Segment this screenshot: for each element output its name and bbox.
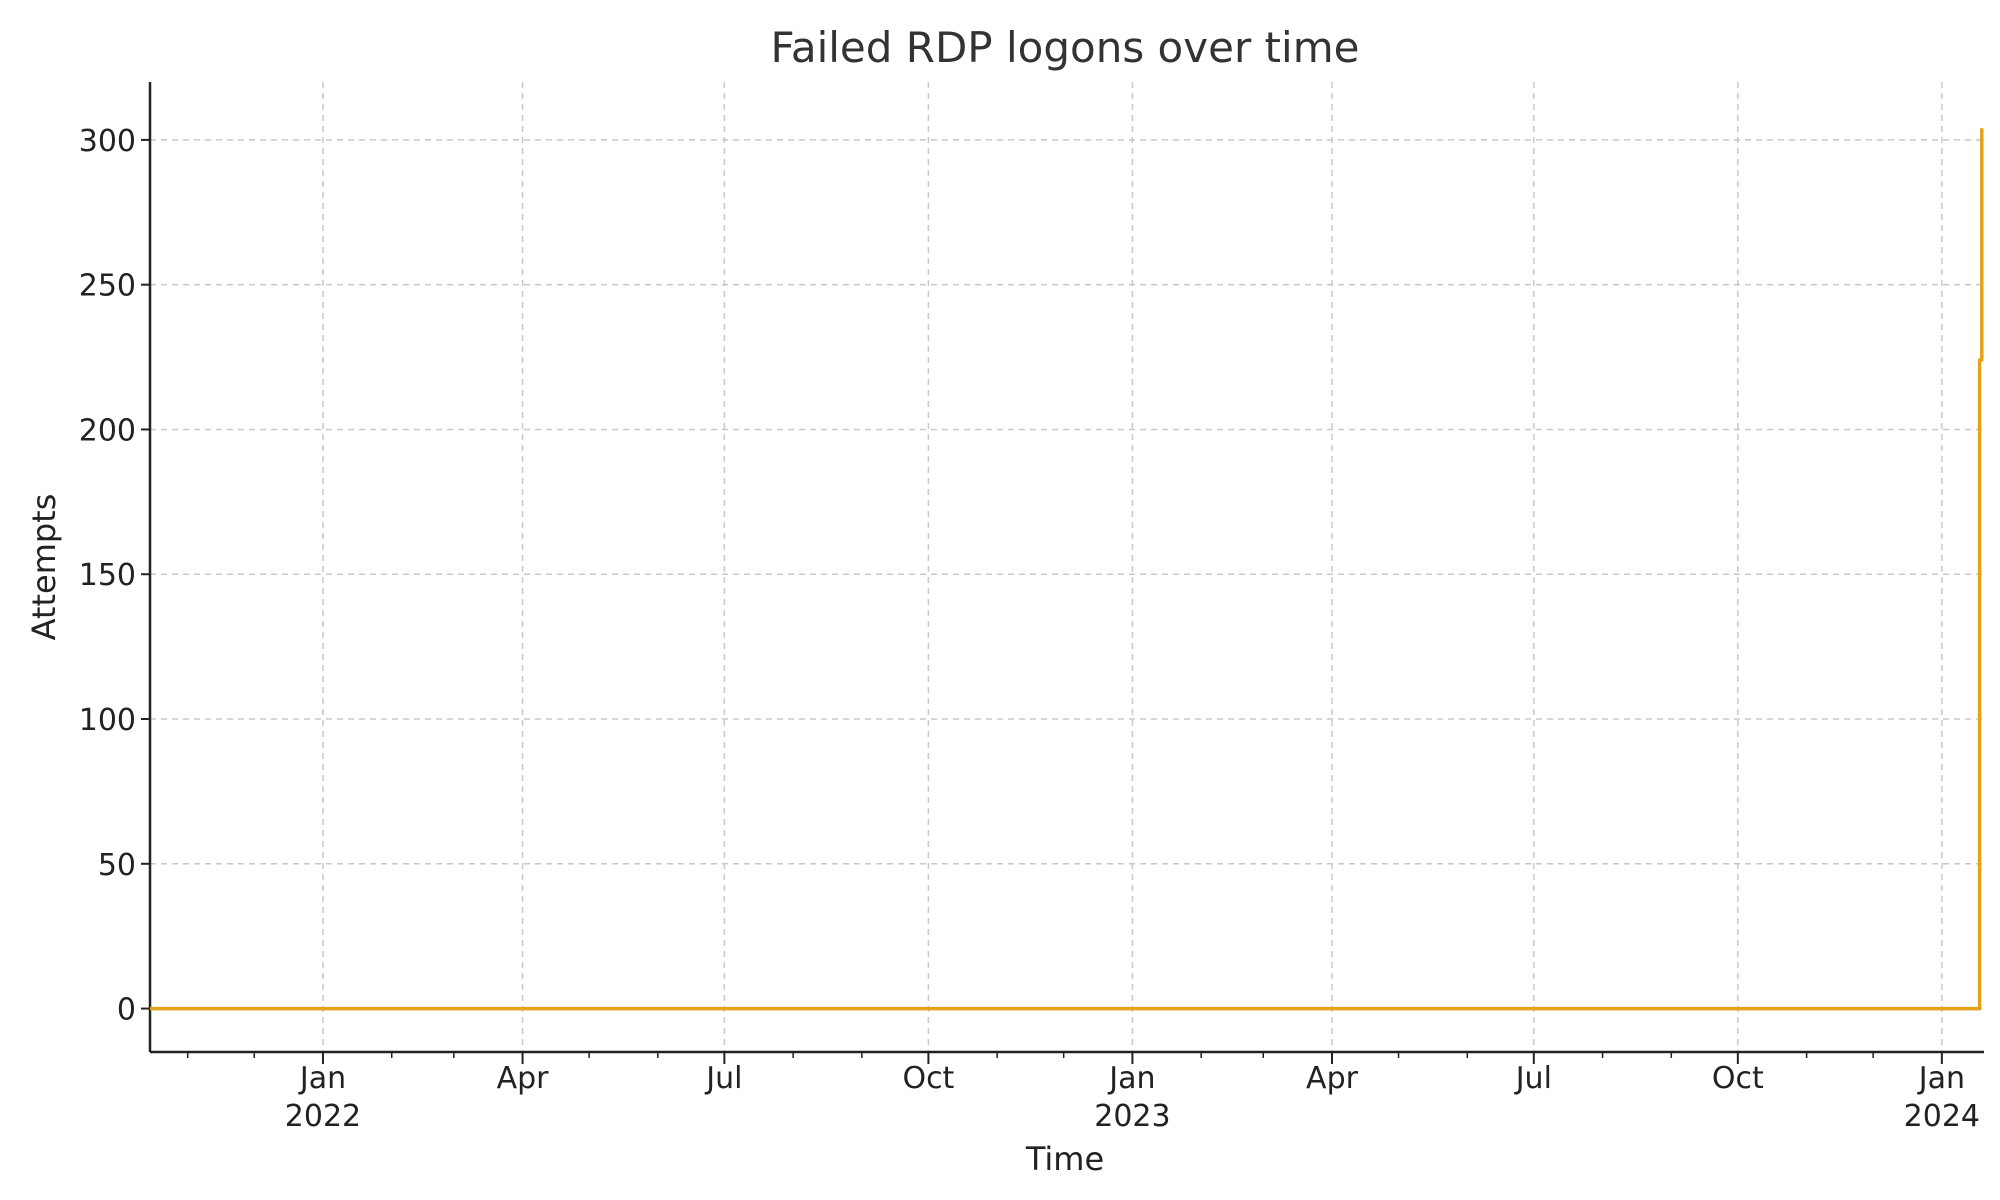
x-tick-label: Oct <box>902 1061 954 1096</box>
x-tick-label: Jan <box>1107 1061 1155 1096</box>
x-tick-label: Oct <box>1712 1061 1764 1096</box>
chart-title: Failed RDP logons over time <box>771 23 1360 72</box>
y-tick-label: 100 <box>79 703 136 738</box>
x-tick-label: Jan <box>298 1061 346 1096</box>
x-tick-year-label: 2024 <box>1904 1099 1980 1134</box>
y-tick-label: 300 <box>79 124 136 159</box>
x-tick-label: Jan <box>1917 1061 1965 1096</box>
y-tick-label: 50 <box>98 848 136 883</box>
y-tick-label: 0 <box>117 993 136 1028</box>
x-tick-label: Apr <box>1306 1061 1359 1096</box>
x-axis-label: Time <box>1025 1140 1104 1178</box>
series-line <box>150 128 1984 1011</box>
x-tick-label: Apr <box>497 1061 550 1096</box>
x-tick-label: Jul <box>1514 1061 1552 1096</box>
x-tick-label: Jul <box>704 1061 742 1096</box>
y-tick-label: 250 <box>79 269 136 304</box>
y-tick-label: 150 <box>79 558 136 593</box>
grid <box>150 82 1984 1052</box>
y-axis-label: Attempts <box>25 494 63 641</box>
x-tick-year-label: 2023 <box>1094 1099 1170 1134</box>
series-layer <box>150 128 1984 1011</box>
y-tick-label: 200 <box>79 413 136 448</box>
x-tick-year-label: 2022 <box>285 1099 361 1134</box>
